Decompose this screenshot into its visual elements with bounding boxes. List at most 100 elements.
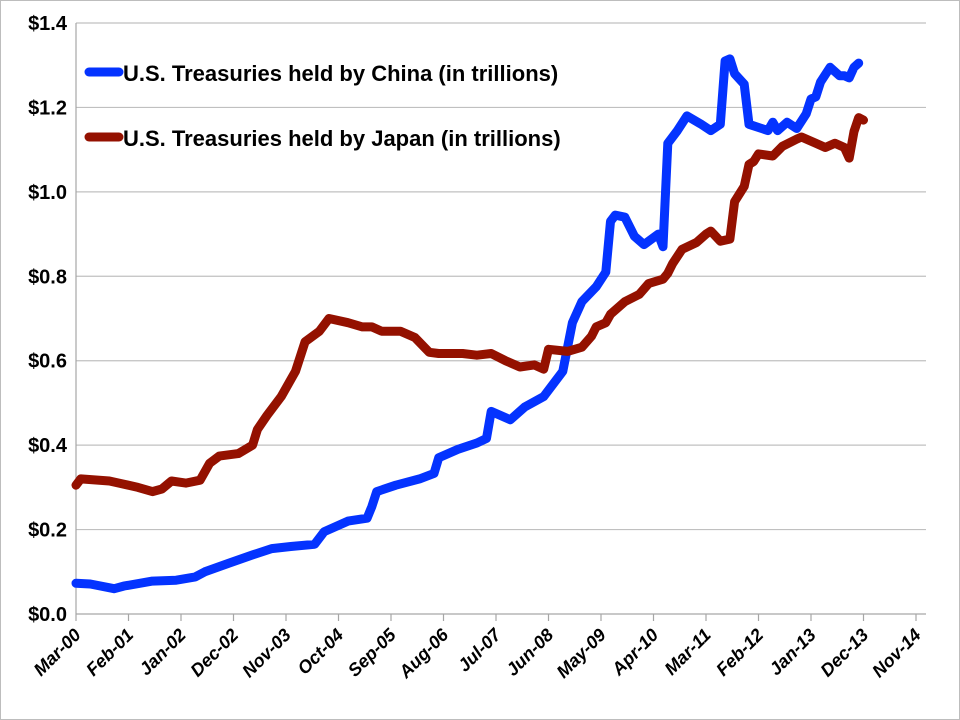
data-point xyxy=(75,484,77,486)
data-point xyxy=(590,335,592,337)
y-tick-label: $1.2 xyxy=(28,97,67,119)
data-point xyxy=(400,330,402,332)
data-point xyxy=(256,429,258,431)
data-point xyxy=(204,571,206,573)
data-point xyxy=(237,453,239,455)
data-point xyxy=(595,286,597,288)
data-point xyxy=(719,240,721,242)
data-point xyxy=(815,96,817,98)
data-point xyxy=(395,484,397,486)
data-point xyxy=(624,216,626,218)
data-point xyxy=(428,351,430,353)
data-point xyxy=(438,457,440,459)
data-point xyxy=(681,248,683,250)
data-point xyxy=(581,346,583,348)
data-point xyxy=(476,442,478,444)
data-point xyxy=(252,444,254,446)
data-point xyxy=(185,482,187,484)
x-tick-label: Jan-02 xyxy=(135,625,189,679)
data-point xyxy=(113,588,115,590)
data-point xyxy=(810,98,812,100)
legend: U.S. Treasuries held by China (in trilli… xyxy=(84,61,561,151)
data-point xyxy=(758,153,759,155)
data-point xyxy=(318,330,320,332)
data-point xyxy=(805,113,807,115)
data-point xyxy=(595,326,597,328)
x-tick-label: Feb-12 xyxy=(712,625,767,680)
data-point xyxy=(161,488,163,490)
data-point xyxy=(686,115,688,117)
data-point xyxy=(853,130,855,132)
y-axis-ticks: $0.0 $0.2 $0.4 $0.6 $0.8 $1.0 $1.2 $1.4 xyxy=(28,13,68,626)
x-tick-label: Nov-03 xyxy=(238,625,295,682)
data-point xyxy=(848,77,850,79)
x-tick-label: Dec-02 xyxy=(186,625,242,681)
data-point xyxy=(648,282,650,284)
data-point xyxy=(151,491,153,493)
x-tick-label: Nov-14 xyxy=(868,625,925,682)
legend-label-japan: U.S. Treasuries held by Japan (in trilli… xyxy=(123,126,561,151)
data-point xyxy=(505,360,507,362)
data-point xyxy=(419,478,421,480)
x-tick-label: Aug-06 xyxy=(394,624,453,683)
data-point xyxy=(643,244,645,246)
data-point xyxy=(848,157,850,159)
x-tick-label: Sep-05 xyxy=(344,624,401,681)
data-point xyxy=(562,370,564,372)
data-point xyxy=(729,58,731,60)
x-tick-label: May-09 xyxy=(553,625,610,682)
data-point xyxy=(380,330,382,332)
data-point xyxy=(151,580,153,582)
data-point xyxy=(194,576,196,578)
data-point xyxy=(705,233,707,235)
gridlines xyxy=(76,22,926,531)
data-point xyxy=(605,271,607,273)
data-point xyxy=(314,543,316,545)
data-point xyxy=(485,437,487,439)
data-point xyxy=(667,272,669,274)
data-point xyxy=(719,123,721,125)
data-point xyxy=(519,366,521,368)
x-tick-label: Mar-11 xyxy=(661,625,715,679)
data-point xyxy=(433,472,435,474)
series-line-japan xyxy=(71,113,868,497)
data-point xyxy=(543,368,545,370)
data-point xyxy=(672,263,674,265)
data-point xyxy=(695,242,697,244)
data-point xyxy=(853,66,855,68)
data-point xyxy=(843,147,845,149)
data-point xyxy=(734,73,736,75)
data-point xyxy=(657,233,659,235)
data-point xyxy=(796,138,798,140)
data-point xyxy=(108,480,110,482)
data-point xyxy=(476,354,478,356)
data-point xyxy=(734,201,736,203)
data-point xyxy=(371,326,373,328)
y-tick-label: $0.4 xyxy=(28,435,68,457)
data-point xyxy=(371,505,373,507)
data-point xyxy=(304,341,306,343)
data-point xyxy=(796,128,798,130)
data-point xyxy=(347,322,349,324)
data-point xyxy=(509,419,511,421)
data-point xyxy=(834,142,836,144)
data-point xyxy=(667,142,669,144)
data-point xyxy=(543,396,545,398)
data-point xyxy=(266,415,268,417)
data-point xyxy=(376,491,378,493)
data-point xyxy=(772,121,774,123)
x-axis-ticks: Mar-00Feb-01Jan-02Dec-02Nov-03Oct-04Sep-… xyxy=(30,624,925,683)
data-point xyxy=(610,313,612,315)
data-point xyxy=(614,214,616,216)
y-tick-label: $1.0 xyxy=(28,182,67,204)
data-point xyxy=(490,353,492,355)
data-point xyxy=(323,531,325,533)
data-point xyxy=(858,117,860,119)
data-point xyxy=(490,410,492,412)
y-tick-label: $0.0 xyxy=(28,604,67,626)
data-point xyxy=(820,81,822,83)
data-point xyxy=(743,185,745,187)
data-point xyxy=(710,230,712,232)
data-point xyxy=(80,478,82,480)
